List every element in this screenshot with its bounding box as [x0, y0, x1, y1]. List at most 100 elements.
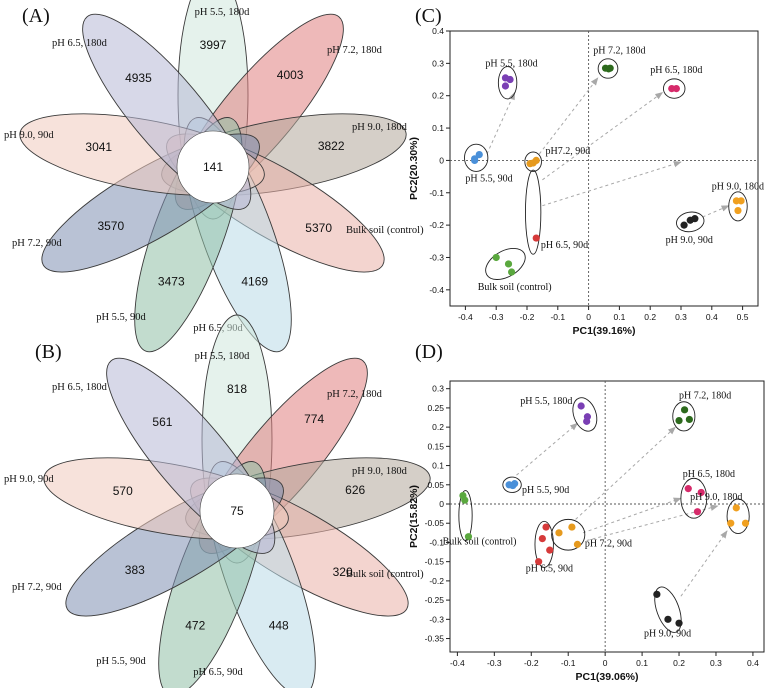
data-point — [546, 546, 554, 554]
group-ellipse — [525, 169, 542, 255]
x-tick-label: -0.2 — [520, 312, 535, 322]
group-ellipse — [572, 397, 598, 432]
trajectory-arrow — [586, 504, 719, 542]
venn-petal-label: pH 6.5, 180d — [52, 382, 108, 393]
venn-count: 561 — [152, 415, 172, 429]
group-label: pH 9.0, 90d — [644, 629, 691, 640]
venn-count: 448 — [269, 619, 289, 633]
trajectory-arrow — [680, 530, 728, 597]
venn-count: 3822 — [318, 139, 345, 153]
y-tick-label: 0.2 — [432, 422, 444, 432]
venn-core-count: 141 — [203, 160, 223, 174]
x-tick-label: 0 — [586, 312, 591, 322]
y-tick-label: -0.4 — [429, 285, 444, 295]
x-tick-label: 0.1 — [613, 312, 625, 322]
data-point — [471, 155, 479, 163]
group-label: Bulk soil (control) — [478, 282, 552, 293]
data-point — [685, 415, 693, 424]
x-tick-label: -0.2 — [524, 658, 539, 668]
data-point — [734, 206, 742, 215]
y-tick-label: 0.1 — [432, 123, 444, 133]
trajectory-arrow — [538, 77, 599, 155]
y-tick-label: -0.35 — [425, 634, 445, 644]
x-tick-label: -0.4 — [450, 658, 465, 668]
venn-count: 472 — [185, 619, 205, 633]
venn-petal-label: pH 5.5, 90d — [96, 312, 146, 323]
group-label: pH 7.2, 90d — [585, 538, 632, 549]
x-tick-label: 0.4 — [706, 312, 718, 322]
group-label: pH 6.5, 90d — [541, 240, 588, 251]
data-point — [737, 197, 745, 205]
y-tick-label: -0.2 — [429, 220, 444, 230]
group-ellipse — [524, 151, 542, 172]
panel-label-a: (A) — [22, 5, 50, 27]
venn-count: 626 — [345, 483, 365, 497]
y-tick-label: 0.15 — [427, 441, 444, 451]
pca-panel-c: -0.4 -0.3 -0.2 -0.1 0 0.1 0.2 0.3 0.4 0.5 -0.4 -0.3… — [408, 5, 764, 337]
y-tick-label: -0.1 — [429, 188, 444, 198]
venn-count: 3997 — [200, 38, 227, 52]
trajectory-arrow — [702, 205, 730, 218]
x-tick-label: 0.3 — [710, 658, 722, 668]
data-point — [691, 215, 699, 223]
y-tick-label: -0.2 — [429, 576, 444, 586]
y-tick-label: 0.3 — [432, 384, 444, 394]
x-tick-label: -0.4 — [458, 312, 473, 322]
group-label: pH 9.0, 180d — [690, 492, 742, 503]
y-axis-label: PC2(20.30%) — [408, 137, 420, 200]
group-ellipse — [662, 78, 686, 99]
y-tick-label: -0.1 — [429, 537, 444, 547]
x-tick-label: 0.1 — [636, 658, 648, 668]
y-tick-label: -0.3 — [429, 614, 444, 624]
trajectory-arrow — [542, 92, 664, 181]
data-point — [664, 615, 672, 623]
venn-count: 3570 — [97, 219, 124, 233]
venn-petal-label: pH 7.2, 180d — [327, 389, 383, 400]
venn-petal-label: pH 7.2, 90d — [12, 238, 62, 249]
data-point — [509, 481, 517, 490]
trajectory-arrow — [516, 422, 579, 476]
venn-core-count: 75 — [230, 504, 244, 518]
x-tick-label: 0.5 — [737, 312, 749, 322]
venn-count: 4003 — [277, 68, 304, 82]
group-ellipse — [676, 211, 705, 233]
group-ellipse — [680, 477, 708, 519]
data-point — [504, 260, 513, 268]
data-point — [680, 221, 688, 229]
group-label: pH 6.5, 180d — [650, 65, 702, 76]
x-tick-label: -0.3 — [487, 658, 502, 668]
x-tick-label: 0.2 — [644, 312, 656, 322]
y-tick-label: 0.25 — [427, 403, 444, 413]
data-point — [492, 253, 500, 262]
group-label: pH 5.5, 90d — [522, 485, 569, 496]
y-tick-label: 0 — [439, 499, 444, 509]
plot-frame — [449, 380, 765, 653]
group-label: pH7.2, 90d — [545, 146, 590, 157]
data-point — [501, 82, 510, 90]
data-point — [583, 417, 591, 425]
group-label: pH 5.5, 180d — [485, 59, 537, 70]
group-ellipse — [726, 498, 750, 535]
y-tick-label: -0.3 — [429, 252, 444, 262]
venn-core — [199, 473, 275, 549]
group-ellipse — [464, 143, 489, 172]
venn-panel-b: 75 818 774 626 320 448 472 383 570 561 pH 5.5, 180… — [4, 314, 431, 688]
data-point — [653, 590, 661, 598]
data-point — [475, 150, 483, 159]
x-axis-label: PC1(39.16%) — [572, 325, 635, 337]
venn-count: 818 — [227, 382, 247, 396]
group-ellipse — [458, 490, 473, 541]
venn-petal-label: Bulk soil (control) — [346, 225, 424, 236]
trajectory-arrow — [486, 91, 516, 155]
group-label: pH 6.5, 90d — [526, 563, 573, 574]
data-point — [555, 529, 563, 537]
x-tick-label: -0.1 — [561, 658, 576, 668]
y-tick-label: 0.3 — [432, 58, 444, 68]
venn-petal-label: pH 6.5, 90d — [193, 667, 243, 678]
data-point — [697, 488, 705, 497]
plot-frame — [449, 30, 759, 307]
venn-count: 3473 — [158, 275, 185, 289]
group-label: pH 5.5, 180d — [520, 396, 572, 407]
venn-count: 3041 — [85, 140, 112, 154]
